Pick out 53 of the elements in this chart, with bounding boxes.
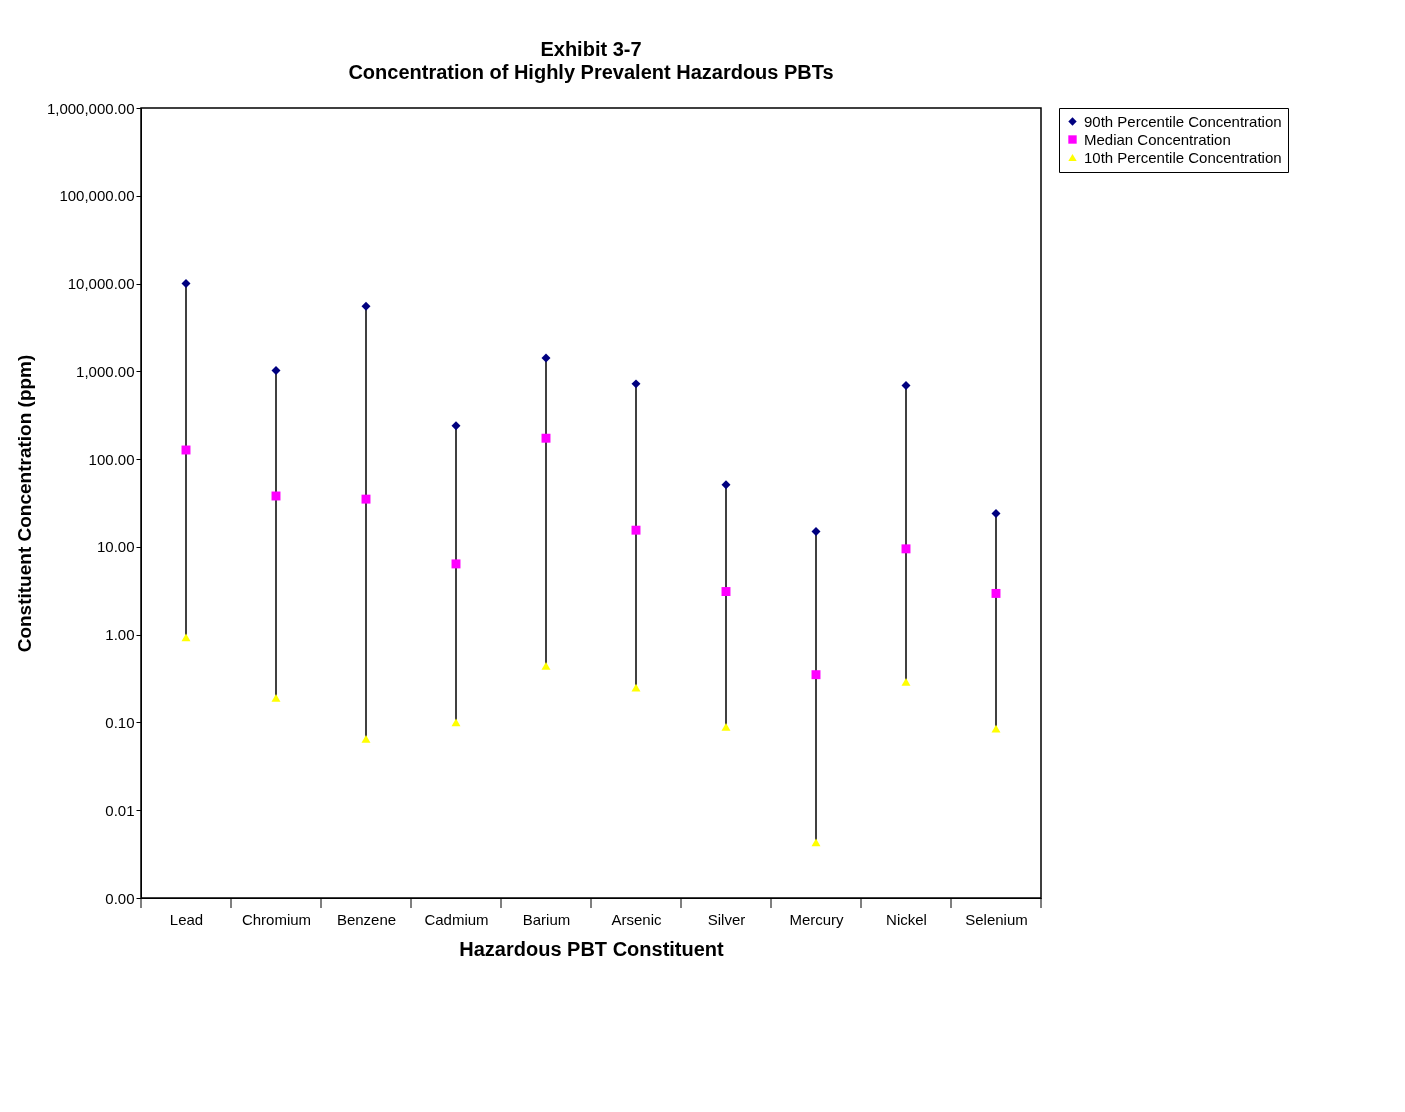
y-tick-label: 0.01 xyxy=(105,801,135,819)
point xyxy=(361,734,371,743)
point xyxy=(271,694,281,702)
point xyxy=(721,480,731,490)
x-tick-label: Nickel xyxy=(886,910,927,928)
point xyxy=(721,587,731,597)
point xyxy=(721,723,731,731)
x-tick-label: Cadmium xyxy=(424,910,489,928)
y-axis-title: Constituent Concentration (ppm) xyxy=(13,354,35,653)
point xyxy=(451,718,461,727)
point xyxy=(361,494,371,504)
point xyxy=(811,670,821,680)
point xyxy=(901,381,911,390)
point xyxy=(541,433,551,443)
y-tick-label: 10,000.00 xyxy=(67,275,135,293)
x-tick-label: Barium xyxy=(522,910,571,928)
point xyxy=(451,559,461,569)
x-tick-label: Lead xyxy=(169,910,204,928)
point xyxy=(811,838,821,847)
y-tick-label: 1.00 xyxy=(105,626,135,644)
chart-title: Exhibit 3-7 xyxy=(540,38,642,60)
y-tick-label: 100.00 xyxy=(88,450,135,468)
legend-label: 90th Percentile Concentration xyxy=(1084,112,1282,130)
point xyxy=(901,544,911,554)
point xyxy=(181,279,191,289)
y-tick-label: 100,000.00 xyxy=(59,187,135,205)
legend-label: Median Concentration xyxy=(1084,130,1231,148)
x-tick-label: Selenium xyxy=(965,910,1028,928)
chart-subtitle: Concentration of Highly Prevalent Hazardous PBTs xyxy=(348,61,834,83)
point xyxy=(181,633,191,642)
y-tick-label: 1,000,000.00 xyxy=(46,99,135,117)
x-tick-label: Chromium xyxy=(241,910,312,928)
x-axis-title: Hazardous PBT Constituent xyxy=(459,937,725,960)
point xyxy=(361,301,371,311)
y-tick-label: 1,000.00 xyxy=(76,362,135,380)
y-tick-label: 0.00 xyxy=(105,889,135,907)
y-tick-label: 10.00 xyxy=(96,538,135,556)
point xyxy=(991,724,1001,733)
point xyxy=(631,379,641,389)
x-tick-label: Arsenic xyxy=(611,910,662,928)
y-tick-label: 0.10 xyxy=(105,713,135,731)
x-tick-label: Silver xyxy=(707,910,746,928)
x-tick-label: Mercury xyxy=(789,910,845,928)
point xyxy=(451,421,461,431)
legend-label: 10th Percentile Concentration xyxy=(1084,148,1282,166)
x-tick-label: Benzene xyxy=(336,910,397,928)
point xyxy=(631,525,641,535)
point xyxy=(271,366,281,376)
point xyxy=(901,677,911,686)
point xyxy=(991,588,1001,598)
point xyxy=(811,526,821,536)
point xyxy=(541,353,551,363)
point xyxy=(541,662,551,670)
